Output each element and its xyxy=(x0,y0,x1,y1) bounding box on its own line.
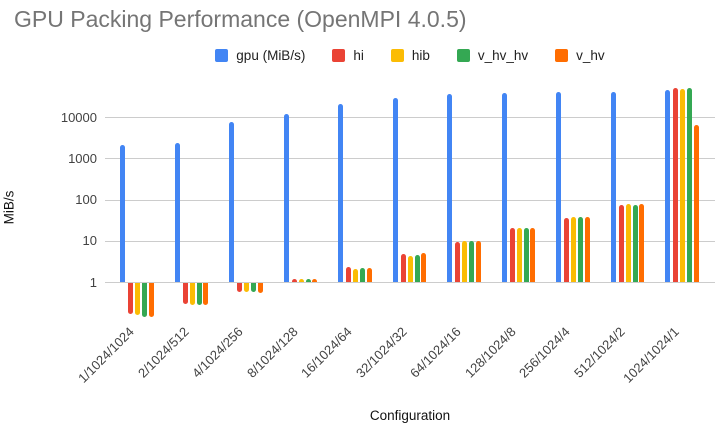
chart-title: GPU Packing Performance (OpenMPI 4.0.5) xyxy=(14,6,467,32)
legend: gpu (MiB/s) hi hib v_hv_hv v_hv xyxy=(105,47,715,63)
bar-v-hv-hv-256-1024-4[interactable] xyxy=(578,217,583,282)
bar-gpu-mib-s-256-1024-4[interactable] xyxy=(556,91,561,282)
legend-item-hi: hi xyxy=(332,48,364,63)
bar-hi-256-1024-4[interactable] xyxy=(564,217,569,282)
legend-swatch-hi xyxy=(332,48,346,62)
legend-item-gpu-mib-s: gpu (MiB/s) xyxy=(215,48,305,63)
bar-gpu-mib-s-128-1024-8[interactable] xyxy=(501,93,507,282)
bar-gpu-mib-s-2-1024-512[interactable] xyxy=(174,142,180,282)
bar-gpu-mib-s-4-1024-256[interactable] xyxy=(229,121,234,282)
x-tick-label-4-1024-256: 4/1024/256 xyxy=(189,324,247,381)
x-tick-label-128-1024-8: 128/1024/8 xyxy=(461,324,519,381)
gridline-10000 xyxy=(105,117,715,119)
bar-hi-4-1024-256[interactable] xyxy=(237,283,242,292)
bar-hib-128-1024-8[interactable] xyxy=(516,228,522,282)
bar-v-hv-2-1024-512[interactable] xyxy=(203,283,208,305)
legend-label-hib: hib xyxy=(411,47,430,63)
bar-hi-128-1024-8[interactable] xyxy=(509,227,515,282)
y-tick-label-1000: 1000 xyxy=(68,150,97,166)
bar-v-hv-64-1024-16[interactable] xyxy=(475,240,481,282)
y-tick-label-10: 10 xyxy=(82,233,97,249)
bar-v-hv-hv-4-1024-256[interactable] xyxy=(251,283,256,293)
bar-v-hv-hv-1024-1024-1[interactable] xyxy=(687,87,692,282)
bar-gpu-mib-s-16-1024-64[interactable] xyxy=(338,103,343,282)
bar-v-hv-128-1024-8[interactable] xyxy=(530,228,535,282)
y-tick-label-100: 100 xyxy=(75,192,97,208)
bar-v-hv-256-1024-4[interactable] xyxy=(584,216,590,282)
y-axis-title: MiB/s xyxy=(1,190,17,225)
y-tick-label-10000: 10000 xyxy=(60,109,97,125)
bar-hi-16-1024-64[interactable] xyxy=(346,267,351,282)
bar-v-hv-hv-128-1024-8[interactable] xyxy=(523,228,529,282)
legend-label-v-hv: v_hv xyxy=(576,47,605,63)
legend-swatch-gpu-mib-s xyxy=(215,48,229,62)
bar-hi-64-1024-16[interactable] xyxy=(455,241,460,282)
bar-hi-512-1024-2[interactable] xyxy=(618,205,624,282)
bar-v-hv-1024-1024-1[interactable] xyxy=(693,125,699,282)
bar-hib-512-1024-2[interactable] xyxy=(625,204,631,282)
x-tick-label-256-1024-4: 256/1024/4 xyxy=(516,324,574,381)
bar-gpu-mib-s-1024-1024-1[interactable] xyxy=(665,89,670,282)
bar-hi-1-1024-1024[interactable] xyxy=(128,283,133,314)
bar-hib-16-1024-64[interactable] xyxy=(353,268,358,282)
gridline-1 xyxy=(105,282,715,283)
bar-hib-64-1024-16[interactable] xyxy=(462,241,467,282)
bar-v-hv-hv-512-1024-2[interactable] xyxy=(632,204,638,282)
bar-v-hv-hv-8-1024-128[interactable] xyxy=(305,279,311,282)
bar-v-hv-512-1024-2[interactable] xyxy=(639,204,644,282)
legend-label-gpu-mib-s: gpu (MiB/s) xyxy=(236,47,306,63)
bar-gpu-mib-s-32-1024-32[interactable] xyxy=(392,97,398,282)
y-tick-label-1: 1 xyxy=(89,274,97,290)
x-tick-label-64-1024-16: 64/1024/16 xyxy=(407,324,465,381)
x-tick-label-8-1024-128: 8/1024/128 xyxy=(243,324,301,381)
x-tick-label-2-1024-512: 2/1024/512 xyxy=(134,324,192,381)
x-axis-title: Configuration xyxy=(369,408,451,423)
bar-gpu-mib-s-8-1024-128[interactable] xyxy=(283,113,289,282)
x-tick-label-512-1024-2: 512/1024/2 xyxy=(570,324,628,381)
bar-hib-4-1024-256[interactable] xyxy=(244,283,249,293)
bar-v-hv-16-1024-64[interactable] xyxy=(366,267,372,282)
legend-item-hib: hib xyxy=(390,47,430,63)
bar-hi-2-1024-512[interactable] xyxy=(182,283,188,304)
bar-hib-32-1024-32[interactable] xyxy=(407,255,413,282)
bar-hi-32-1024-32[interactable] xyxy=(400,253,406,282)
legend-item-v-hv-hv: v_hv_hv xyxy=(456,47,529,63)
bar-hi-1024-1024-1[interactable] xyxy=(673,87,678,282)
bar-gpu-mib-s-64-1024-16[interactable] xyxy=(447,94,452,282)
gridline-10 xyxy=(105,240,715,242)
bar-hi-8-1024-128[interactable] xyxy=(291,278,297,282)
bar-v-hv-8-1024-128[interactable] xyxy=(312,279,317,282)
bar-v-hv-1-1024-1024[interactable] xyxy=(148,283,154,317)
bar-v-hv-hv-2-1024-512[interactable] xyxy=(196,283,202,305)
legend-item-v-hv: v_hv xyxy=(555,48,605,63)
bar-v-hv-hv-16-1024-64[interactable] xyxy=(360,267,365,282)
bar-v-hv-hv-32-1024-32[interactable] xyxy=(414,255,420,282)
bar-v-hv-hv-64-1024-16[interactable] xyxy=(469,240,474,282)
legend-swatch-v-hv-hv xyxy=(456,48,470,62)
x-tick-label-32-1024-32: 32/1024/32 xyxy=(352,324,410,381)
bar-v-hv-4-1024-256[interactable] xyxy=(257,283,263,293)
gridline-1000 xyxy=(105,158,715,160)
bar-gpu-mib-s-512-1024-2[interactable] xyxy=(610,92,616,282)
x-tick-label-1-1024-1024: 1/1024/1024 xyxy=(75,324,138,386)
bar-v-hv-hv-1-1024-1024[interactable] xyxy=(142,283,147,317)
legend-label-hi: hi xyxy=(353,47,364,63)
x-tick-label-16-1024-64: 16/1024/64 xyxy=(298,324,356,381)
bar-hib-1-1024-1024[interactable] xyxy=(135,283,140,315)
bar-hib-8-1024-128[interactable] xyxy=(298,278,304,282)
bar-hib-256-1024-4[interactable] xyxy=(571,216,576,282)
legend-swatch-hib xyxy=(390,48,404,62)
gridline-100 xyxy=(105,199,715,201)
legend-swatch-v-hv xyxy=(555,48,569,62)
bar-v-hv-32-1024-32[interactable] xyxy=(421,253,426,282)
x-tick-label-1024-1024-1: 1024/1024/1 xyxy=(620,324,683,386)
bar-hib-2-1024-512[interactable] xyxy=(189,283,195,305)
bar-gpu-mib-s-1-1024-1024[interactable] xyxy=(120,145,125,282)
bar-hib-1024-1024-1[interactable] xyxy=(680,89,685,282)
legend-label-v-hv-hv: v_hv_hv xyxy=(477,47,529,63)
